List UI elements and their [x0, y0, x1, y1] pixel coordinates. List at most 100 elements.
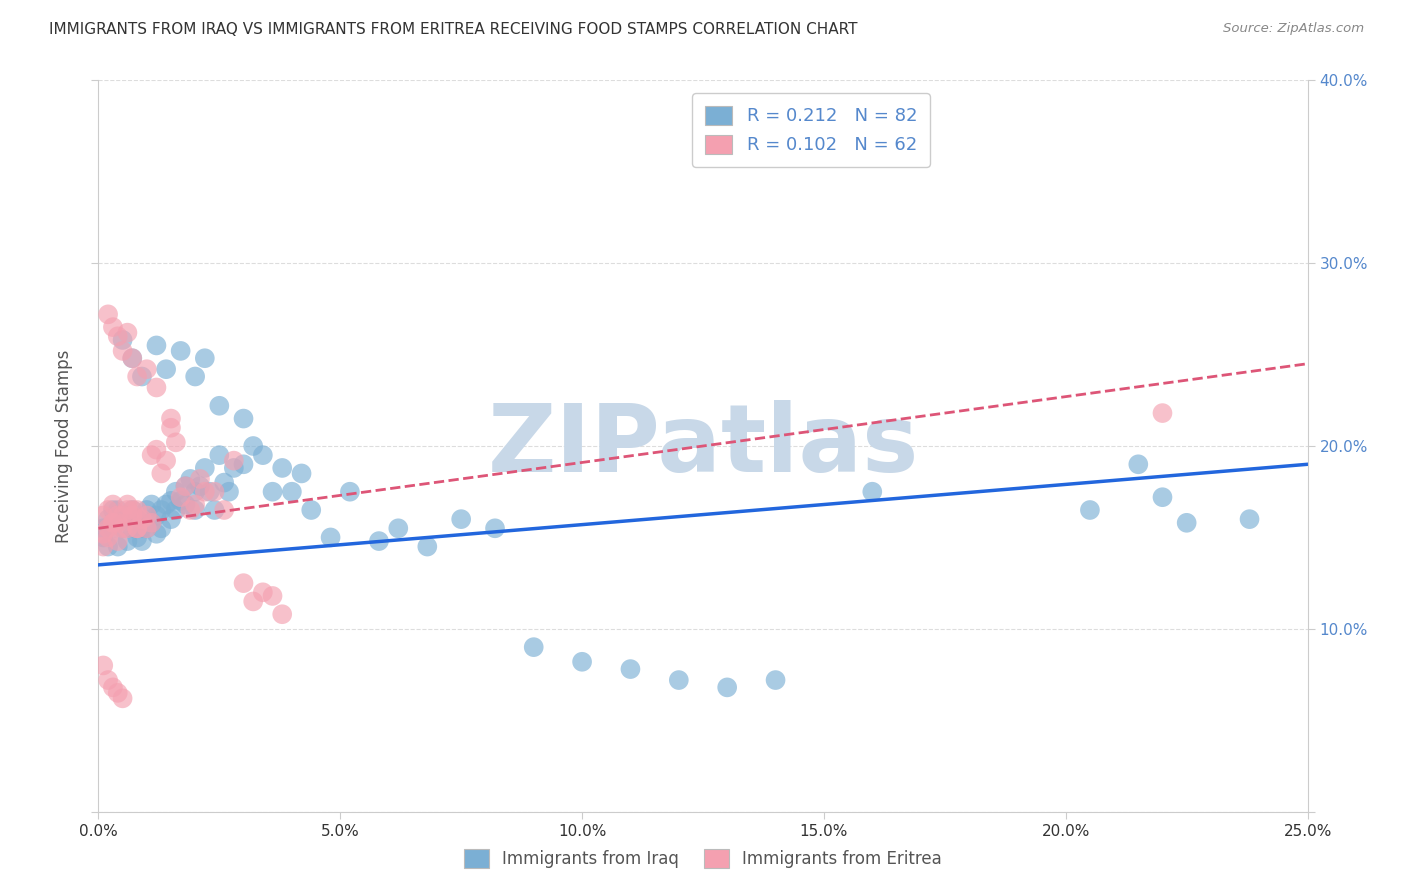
Point — [141, 516, 163, 530]
Point — [101, 498, 124, 512]
Point — [117, 498, 139, 512]
Point — [111, 521, 134, 535]
Point — [299, 503, 322, 517]
Point — [194, 351, 217, 366]
Point — [131, 512, 153, 526]
Point — [765, 673, 787, 687]
Point — [121, 503, 143, 517]
Point — [160, 512, 183, 526]
Point — [1078, 503, 1101, 517]
Point — [101, 320, 124, 334]
Point — [111, 521, 134, 535]
Point — [1128, 457, 1150, 471]
Point — [127, 521, 149, 535]
Point — [101, 503, 124, 517]
Point — [121, 351, 143, 366]
Point — [145, 442, 167, 457]
Point — [101, 516, 124, 530]
Point — [135, 521, 157, 535]
Point — [290, 467, 312, 481]
Point — [194, 484, 217, 499]
Point — [184, 503, 207, 517]
Point — [150, 467, 173, 481]
Point — [252, 585, 274, 599]
Point — [150, 521, 173, 535]
Point — [117, 521, 139, 535]
Point — [127, 530, 149, 544]
Point — [184, 484, 207, 499]
Point — [117, 503, 139, 517]
Point — [135, 362, 157, 376]
Point — [160, 494, 183, 508]
Point — [262, 589, 284, 603]
Point — [212, 475, 235, 490]
Point — [232, 576, 254, 591]
Point — [127, 503, 149, 517]
Point — [160, 411, 183, 425]
Point — [1239, 512, 1261, 526]
Point — [242, 439, 264, 453]
Point — [169, 494, 191, 508]
Point — [165, 503, 187, 517]
Point — [523, 640, 546, 655]
Point — [150, 503, 173, 517]
Point — [91, 530, 114, 544]
Point — [131, 521, 153, 535]
Point — [111, 512, 134, 526]
Point — [97, 540, 120, 554]
Point — [135, 508, 157, 523]
Point — [188, 479, 211, 493]
Point — [97, 521, 120, 535]
Point — [101, 521, 124, 535]
Point — [111, 691, 134, 706]
Point — [212, 503, 235, 517]
Point — [121, 503, 143, 517]
Point — [1152, 406, 1174, 420]
Point — [252, 448, 274, 462]
Point — [107, 503, 129, 517]
Point — [416, 540, 439, 554]
Point — [117, 534, 139, 549]
Point — [222, 453, 245, 467]
Y-axis label: Receiving Food Stamps: Receiving Food Stamps — [55, 350, 73, 542]
Point — [107, 534, 129, 549]
Point — [91, 526, 114, 541]
Point — [484, 521, 506, 535]
Point — [174, 479, 197, 493]
Point — [91, 540, 114, 554]
Point — [101, 681, 124, 695]
Point — [450, 512, 472, 526]
Point — [860, 484, 883, 499]
Point — [131, 369, 153, 384]
Point — [1175, 516, 1198, 530]
Point — [131, 534, 153, 549]
Point — [145, 526, 167, 541]
Text: ZIPatlas: ZIPatlas — [488, 400, 918, 492]
Point — [668, 673, 690, 687]
Point — [97, 503, 120, 517]
Point — [188, 472, 211, 486]
Point — [97, 512, 120, 526]
Point — [204, 484, 226, 499]
Point — [155, 453, 177, 467]
Point — [141, 448, 163, 462]
Point — [165, 435, 187, 450]
Point — [208, 399, 231, 413]
Point — [222, 461, 245, 475]
Point — [145, 508, 167, 523]
Point — [141, 516, 163, 530]
Point — [121, 521, 143, 535]
Point — [165, 484, 187, 499]
Point — [117, 326, 139, 340]
Point — [107, 540, 129, 554]
Point — [368, 534, 391, 549]
Point — [111, 333, 134, 347]
Point — [716, 681, 738, 695]
Point — [97, 673, 120, 687]
Point — [107, 508, 129, 523]
Legend: Immigrants from Iraq, Immigrants from Eritrea: Immigrants from Iraq, Immigrants from Er… — [457, 843, 949, 875]
Point — [262, 484, 284, 499]
Point — [619, 662, 641, 676]
Point — [184, 498, 207, 512]
Point — [208, 448, 231, 462]
